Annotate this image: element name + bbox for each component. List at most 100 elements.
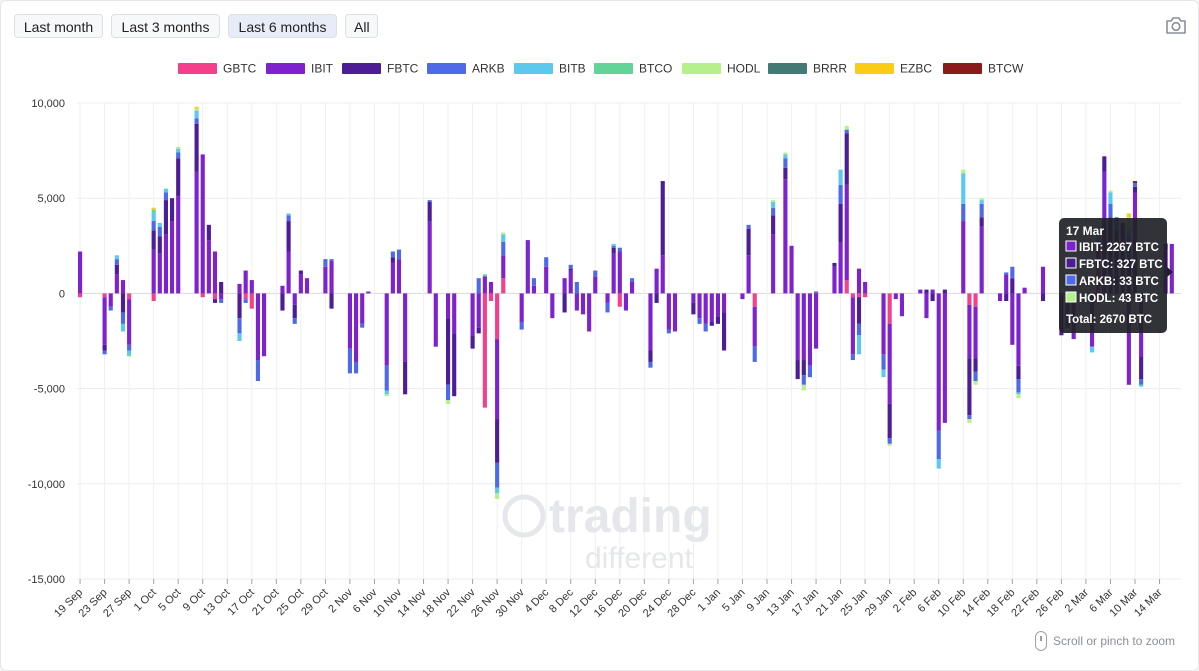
bar-segment-bitb — [194, 110, 199, 119]
bar-segment-arkb — [384, 365, 389, 391]
bar-segment-ibit — [298, 274, 303, 294]
bar-segment-ibit — [323, 266, 328, 294]
x-tick-label: 14 Mar — [1132, 586, 1165, 619]
bar-segment-ibit — [746, 255, 751, 294]
bar-segment-hodl — [783, 152, 788, 155]
bar-segment-ezbc — [194, 106, 199, 109]
bar-segment-hodl — [501, 232, 506, 235]
bar-segment-arkb — [102, 350, 107, 355]
bar-segment-gbtc — [249, 293, 254, 309]
bar-segment-ibit — [495, 339, 500, 420]
bar-segment-ibit — [384, 293, 389, 366]
bar-segment-ibit — [329, 261, 334, 294]
tooltip-title: 17 Mar — [1066, 224, 1104, 238]
bar-segment-ibit — [672, 293, 678, 332]
bar-segment-fbtc — [967, 358, 972, 416]
bar-segment-hodl — [495, 493, 500, 500]
bar-segment-ibit — [1022, 287, 1027, 294]
bar-segment-ibit — [881, 293, 886, 355]
bar-segment-ibit — [587, 293, 592, 332]
bar-segment-arkb — [1139, 379, 1144, 385]
bar-segment-fbtc — [452, 333, 457, 397]
bar-segment-fbtc — [1132, 186, 1138, 193]
bar-segment-ibit — [120, 280, 126, 294]
bar-segment-ibit — [666, 293, 671, 330]
bar-segment-arkb — [108, 306, 113, 311]
bar-segment-gbtc — [151, 293, 156, 302]
bar-segment-ibit — [942, 293, 947, 423]
bar-segment-arkb — [114, 259, 119, 265]
x-tick-label: 1 Oct — [132, 587, 159, 614]
bar-segment-arkb — [783, 158, 788, 168]
range-button-last-6-months[interactable]: Last 6 months — [228, 14, 337, 38]
legend-label-brrr: BRRR — [813, 62, 847, 76]
bar-segment-ibit — [347, 293, 352, 349]
bar-segment-ibit — [1010, 293, 1015, 345]
bar-segment-arkb — [151, 221, 156, 231]
bar-segment-arkb — [850, 354, 855, 361]
bar-segment-gbtc — [967, 293, 972, 305]
bar-segment-ibit — [783, 179, 788, 294]
bar-segment-arkb — [838, 184, 843, 204]
watermark-logo — [502, 494, 546, 538]
range-button-last-3-months[interactable]: Last 3 months — [111, 14, 220, 38]
tooltip-row-arkb: ARKB: 33 BTC — [1079, 276, 1159, 288]
bar-segment-gbtc — [495, 293, 500, 340]
bar-segment-arkb — [323, 259, 328, 267]
bar-segment-arkb — [544, 257, 549, 267]
bar-segment-ibit — [163, 234, 168, 294]
bar-segment-fbtc — [722, 312, 727, 351]
watermark-trading: trading — [549, 490, 712, 543]
bar-segment-fbtc — [446, 318, 451, 385]
bar-segment-bitb — [838, 169, 843, 185]
bar-segment-ezbc — [151, 207, 156, 210]
bar-segment-fbtc — [611, 247, 616, 254]
bar-segment-ibit — [544, 266, 549, 294]
bar-segment-arkb — [127, 344, 132, 351]
bar-segment-hodl — [967, 419, 972, 423]
bar-segment-fbtc — [157, 236, 162, 254]
watermark-different: different — [585, 542, 694, 575]
bar-segment-ibit — [838, 241, 843, 294]
bar-segment-bitb — [1016, 392, 1021, 395]
bar-segment-gbtc — [752, 293, 757, 307]
bar-segment-ibit — [151, 249, 156, 294]
bar-segment-fbtc — [832, 262, 837, 267]
bar-segment-ibit — [973, 306, 978, 359]
range-button-all[interactable]: All — [345, 14, 378, 38]
bar-segment-fbtc — [292, 304, 297, 319]
bar-segment-ezbc — [1126, 213, 1131, 218]
bar-segment-fbtc — [838, 203, 843, 242]
bar-segment-arkb — [881, 354, 886, 370]
bar-segment-arkb — [593, 270, 598, 277]
bar-segment-ibit — [863, 281, 868, 294]
bar-segment-bitb — [1108, 192, 1113, 204]
y-tick-label: 5,000 — [37, 193, 65, 205]
bar-segment-ibit — [709, 293, 714, 322]
bar-segment-fbtc — [924, 289, 929, 294]
bar-segment-arkb — [476, 278, 481, 294]
legend-swatch-gbtc — [178, 63, 217, 74]
bar-segment-fbtc — [648, 350, 653, 362]
legend-label-fbtc: FBTC — [387, 62, 419, 76]
bar-segment-fbtc — [795, 360, 800, 380]
bar-segment-bitb — [384, 390, 389, 395]
bar-segment-fbtc — [102, 344, 107, 351]
x-tick-label: 1 Jan — [696, 587, 724, 615]
bar-segment-ibit — [752, 306, 757, 347]
range-button-last-month[interactable]: Last month — [14, 14, 103, 38]
camera-icon[interactable] — [1165, 15, 1187, 35]
bar-segment-ibit — [200, 154, 205, 294]
bar-segment-arkb — [1108, 203, 1113, 218]
bar-segment-bitb — [783, 154, 788, 159]
bar-segment-ibit — [630, 281, 635, 294]
bar-segment-fbtc — [280, 293, 285, 311]
bar-segment-arkb — [354, 361, 359, 374]
bar-segment-hodl — [1016, 394, 1021, 399]
bar-segment-gbtc — [102, 293, 107, 298]
x-tick-label: 2 Feb — [891, 587, 919, 615]
bar-segment-arkb — [1016, 379, 1021, 393]
bar-segment-ibit — [243, 270, 248, 294]
bar-segment-bitb — [961, 173, 966, 204]
bar-segment-ibit — [1040, 266, 1046, 294]
